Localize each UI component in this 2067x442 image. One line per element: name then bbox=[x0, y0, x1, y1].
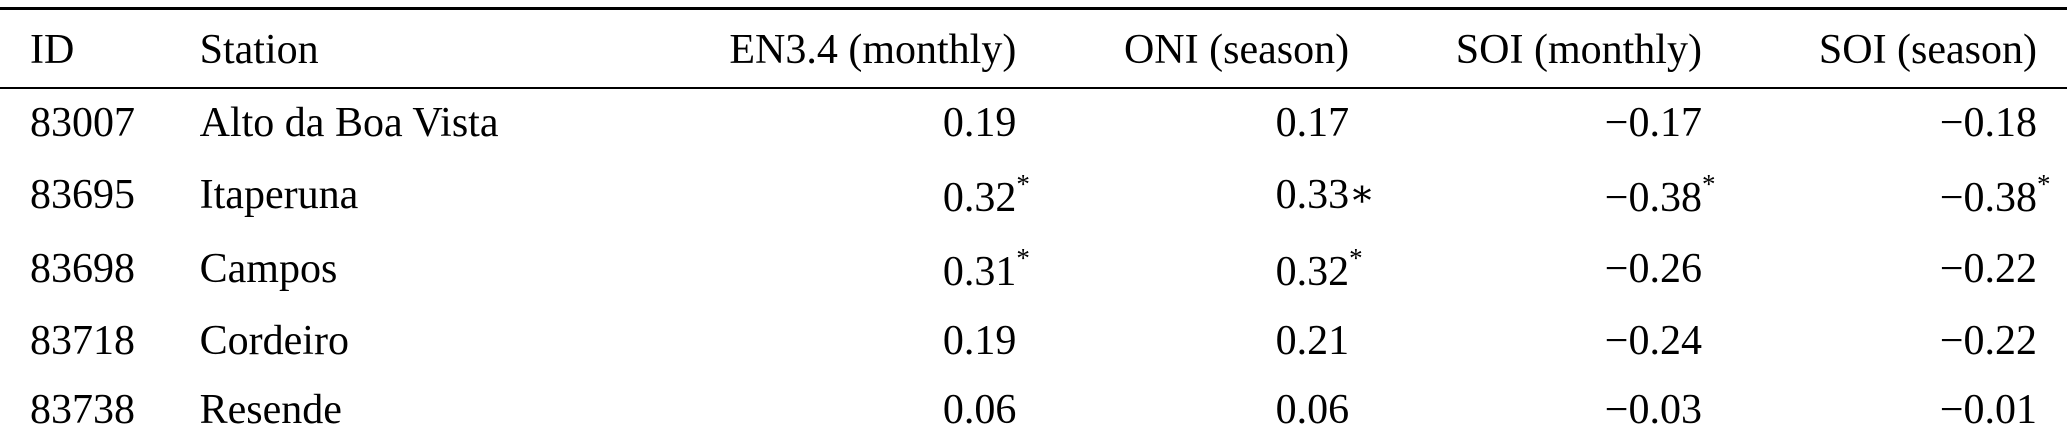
cell-value: 0.06 bbox=[942, 387, 1017, 434]
cell-value: 0.32* bbox=[1275, 242, 1363, 295]
cell-value: −0.22 bbox=[1939, 318, 2037, 365]
cell-id: 83738 bbox=[30, 387, 135, 434]
cell-value: 0.17 bbox=[1275, 100, 1350, 147]
cell-value: −0.38* bbox=[1939, 168, 2051, 221]
column-header: ONI (season) bbox=[1123, 27, 1350, 73]
table-row: 83738 Resende 0.06 0.06 −0.03 −0.01 bbox=[0, 376, 2067, 442]
cell-value: 0.31* bbox=[942, 242, 1030, 295]
cell-station: Resende bbox=[199, 387, 342, 434]
cell-value: −0.03 bbox=[1604, 387, 1702, 434]
column-header: SOI (monthly) bbox=[1455, 27, 1702, 73]
table-row: 83695 Itaperuna 0.32* 0.33∗ −0.38* −0.38* bbox=[0, 159, 2067, 233]
column-header: Station bbox=[199, 27, 319, 73]
cell-station: Campos bbox=[199, 246, 338, 293]
table-row: 83698 Campos 0.31* 0.32* −0.26 −0.22 bbox=[0, 233, 2067, 307]
cell-value: −0.01 bbox=[1939, 387, 2037, 434]
cell-value: 0.06 bbox=[1275, 387, 1350, 434]
cell-value: −0.22 bbox=[1939, 246, 2037, 293]
cell-value: 0.33∗ bbox=[1275, 172, 1375, 219]
cell-value: −0.24 bbox=[1604, 318, 1702, 365]
correlation-table: ID Station EN3.4 (monthly) ONI (season) SOI … bbox=[0, 7, 2067, 442]
cell-value: −0.17 bbox=[1604, 100, 1702, 147]
column-header: SOI (season) bbox=[1818, 27, 2037, 73]
cell-id: 83007 bbox=[30, 100, 135, 147]
cell-value: 0.19 bbox=[942, 100, 1017, 147]
table-row: 83007 Alto da Boa Vista 0.19 0.17 −0.17 −0.18 bbox=[0, 88, 2067, 158]
cell-station: Itaperuna bbox=[199, 172, 359, 219]
cell-station: Alto da Boa Vista bbox=[199, 100, 499, 147]
cell-value: 0.21 bbox=[1275, 318, 1350, 365]
cell-id: 83698 bbox=[30, 246, 135, 293]
cell-value: 0.19 bbox=[942, 318, 1017, 365]
cell-value: −0.26 bbox=[1604, 246, 1702, 293]
table-head: ID Station EN3.4 (monthly) ONI (season) SOI … bbox=[0, 8, 2067, 89]
column-header: ID bbox=[30, 27, 75, 73]
cell-value: −0.18 bbox=[1939, 100, 2037, 147]
cell-value: 0.32* bbox=[942, 168, 1030, 221]
cell-id: 83718 bbox=[30, 318, 135, 365]
column-header: EN3.4 (monthly) bbox=[729, 27, 1017, 73]
table-header-row: ID Station EN3.4 (monthly) ONI (season) SOI … bbox=[0, 8, 2067, 89]
cell-id: 83695 bbox=[30, 172, 135, 219]
table-body: 83007 Alto da Boa Vista 0.19 0.17 −0.17 −0.18… bbox=[0, 88, 2067, 442]
cell-station: Cordeiro bbox=[199, 318, 349, 365]
table-row: 83718 Cordeiro 0.19 0.21 −0.24 −0.22 bbox=[0, 307, 2067, 376]
cell-value: −0.38* bbox=[1604, 168, 1716, 221]
